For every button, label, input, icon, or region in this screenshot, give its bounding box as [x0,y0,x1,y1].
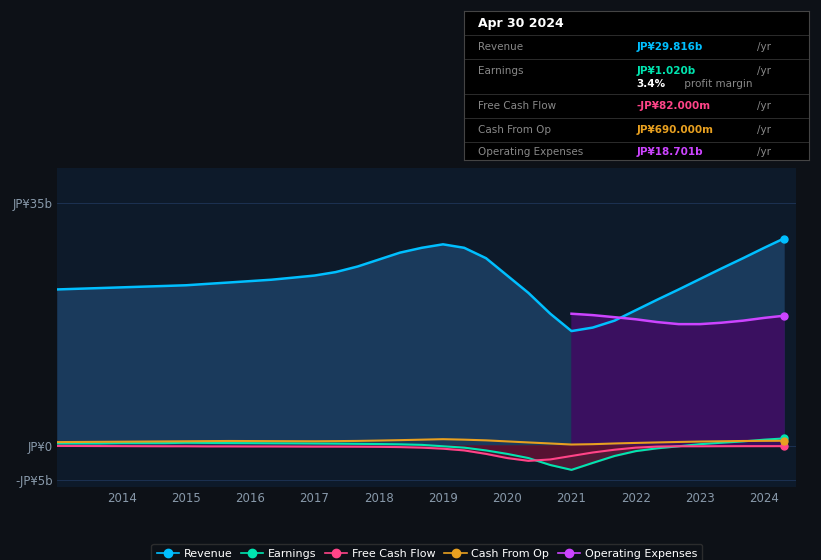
Text: JP¥1.020b: JP¥1.020b [636,66,695,76]
Text: /yr: /yr [757,125,771,135]
Text: JP¥690.000m: JP¥690.000m [636,125,713,135]
Text: JP¥18.701b: JP¥18.701b [636,147,703,157]
Text: /yr: /yr [757,147,771,157]
Text: Earnings: Earnings [478,66,523,76]
Text: Apr 30 2024: Apr 30 2024 [478,17,563,30]
Text: Operating Expenses: Operating Expenses [478,147,583,157]
Text: Cash From Op: Cash From Op [478,125,551,135]
Text: /yr: /yr [757,66,771,76]
Text: Free Cash Flow: Free Cash Flow [478,101,556,111]
Text: -JP¥82.000m: -JP¥82.000m [636,101,710,111]
Text: 3.4%: 3.4% [636,79,665,89]
Text: Revenue: Revenue [478,42,523,52]
Legend: Revenue, Earnings, Free Cash Flow, Cash From Op, Operating Expenses: Revenue, Earnings, Free Cash Flow, Cash … [151,544,703,560]
Text: /yr: /yr [757,101,771,111]
Text: /yr: /yr [757,42,771,52]
Text: profit margin: profit margin [681,79,753,89]
Text: JP¥29.816b: JP¥29.816b [636,42,703,52]
